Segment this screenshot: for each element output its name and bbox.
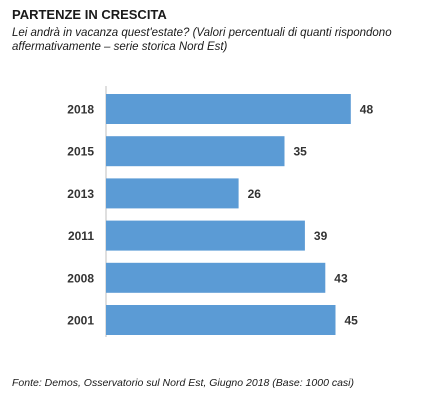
data-label-2018: 48 xyxy=(360,103,374,117)
data-label-2013: 26 xyxy=(248,187,262,201)
category-label-2011: 2011 xyxy=(68,229,94,243)
category-label-2001: 2001 xyxy=(67,314,94,328)
chart-subtitle: Lei andrà in vacanza quest'estate? (Valo… xyxy=(12,27,392,53)
source-note: Fonte: Demos, Osservatorio sul Nord Est,… xyxy=(12,377,354,389)
data-label-2001: 45 xyxy=(345,314,359,328)
category-label-2008: 2008 xyxy=(67,271,94,285)
bar-2018 xyxy=(106,94,351,124)
bar-2015 xyxy=(106,136,285,167)
data-label-2015: 35 xyxy=(294,145,308,159)
bar-2008 xyxy=(106,262,326,293)
data-label-2011: 39 xyxy=(314,229,328,243)
bar-2001 xyxy=(106,305,336,335)
category-label-2015: 2015 xyxy=(67,145,94,159)
chart-title: PARTENZE IN CRESCITA xyxy=(12,7,167,22)
category-label-2013: 2013 xyxy=(67,187,94,201)
bar-2013 xyxy=(106,178,239,209)
bar-2011 xyxy=(106,220,305,251)
data-label-2008: 43 xyxy=(334,271,348,285)
category-label-2018: 2018 xyxy=(67,103,94,117)
